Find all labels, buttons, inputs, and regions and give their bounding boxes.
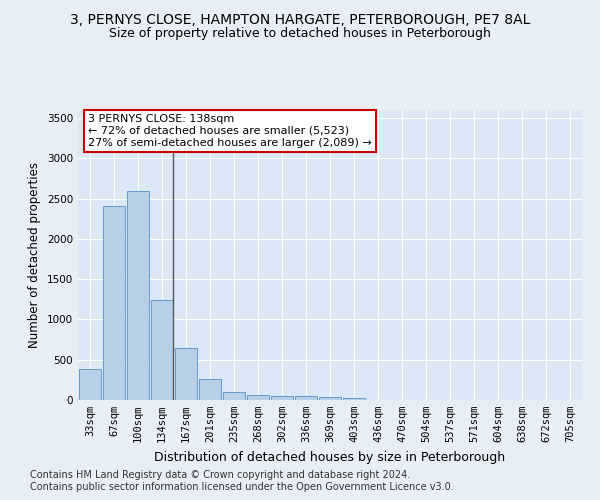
Text: Size of property relative to detached houses in Peterborough: Size of property relative to detached ho… bbox=[109, 28, 491, 40]
Bar bbox=[295, 396, 317, 400]
Bar bbox=[343, 398, 365, 400]
Bar bbox=[151, 300, 173, 400]
Text: 3, PERNYS CLOSE, HAMPTON HARGATE, PETERBOROUGH, PE7 8AL: 3, PERNYS CLOSE, HAMPTON HARGATE, PETERB… bbox=[70, 12, 530, 26]
Text: Contains public sector information licensed under the Open Government Licence v3: Contains public sector information licen… bbox=[30, 482, 454, 492]
Bar bbox=[79, 368, 101, 400]
Bar bbox=[127, 190, 149, 400]
Bar bbox=[223, 392, 245, 400]
Text: Contains HM Land Registry data © Crown copyright and database right 2024.: Contains HM Land Registry data © Crown c… bbox=[30, 470, 410, 480]
Bar bbox=[247, 395, 269, 400]
Bar bbox=[319, 397, 341, 400]
Y-axis label: Number of detached properties: Number of detached properties bbox=[28, 162, 41, 348]
Bar bbox=[103, 206, 125, 400]
Bar bbox=[199, 379, 221, 400]
X-axis label: Distribution of detached houses by size in Peterborough: Distribution of detached houses by size … bbox=[154, 450, 506, 464]
Bar bbox=[271, 396, 293, 400]
Text: 3 PERNYS CLOSE: 138sqm
← 72% of detached houses are smaller (5,523)
27% of semi-: 3 PERNYS CLOSE: 138sqm ← 72% of detached… bbox=[88, 114, 372, 148]
Bar bbox=[175, 348, 197, 400]
